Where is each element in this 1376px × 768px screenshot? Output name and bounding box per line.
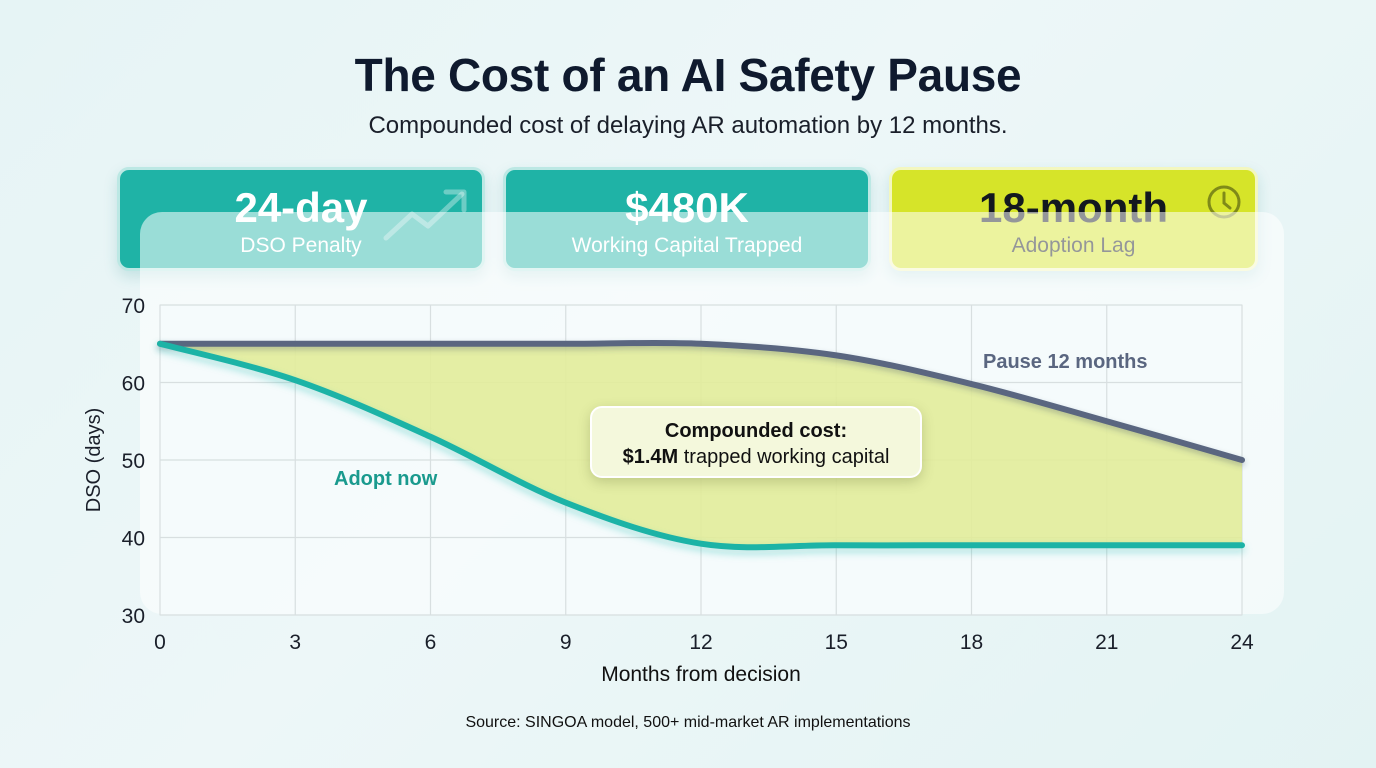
svg-text:12: 12 [689, 631, 712, 654]
compounded-cost-callout: Compounded cost: $1.4M trapped working c… [590, 406, 922, 478]
y-axis-label: DSO (days) [83, 408, 105, 512]
svg-text:24: 24 [1230, 631, 1254, 654]
page-title: The Cost of an AI Safety Pause [354, 49, 1022, 101]
pause-series-line[interactable] [157, 339, 1245, 463]
pause-label: Pause 12 months [983, 351, 1148, 373]
callout-title: Compounded cost: [664, 420, 848, 442]
x-axis-ticks: 0 3 6 9 12 15 18 21 24 [154, 631, 1254, 654]
page-subtitle: Compounded cost of delaying AR automatio… [368, 112, 1008, 139]
svg-text:0: 0 [154, 631, 166, 654]
svg-text:15: 15 [825, 631, 848, 654]
y-axis-ticks: 30 40 50 60 70 [122, 295, 145, 628]
svg-text:70: 70 [122, 295, 145, 318]
svg-text:18: 18 [960, 631, 983, 654]
svg-text:21: 21 [1095, 631, 1118, 654]
svg-text:6: 6 [425, 631, 437, 654]
x-axis-label: Months from decision [601, 663, 801, 686]
svg-text:30: 30 [122, 605, 145, 628]
svg-text:50: 50 [122, 450, 145, 473]
svg-text:9: 9 [560, 631, 572, 654]
adopt-now-label: Adopt now [334, 468, 438, 490]
svg-text:40: 40 [122, 528, 145, 551]
callout-amount: $1.4M [622, 446, 679, 468]
callout-text: trapped working capital [678, 446, 890, 468]
source-note: Source: SINGOA model, 500+ mid-market AR… [465, 714, 911, 731]
svg-text:3: 3 [289, 631, 301, 654]
adopt-series-line[interactable] [157, 340, 1245, 551]
svg-text:60: 60 [122, 373, 145, 396]
callout-body: $1.4M trapped working capital [592, 444, 920, 470]
